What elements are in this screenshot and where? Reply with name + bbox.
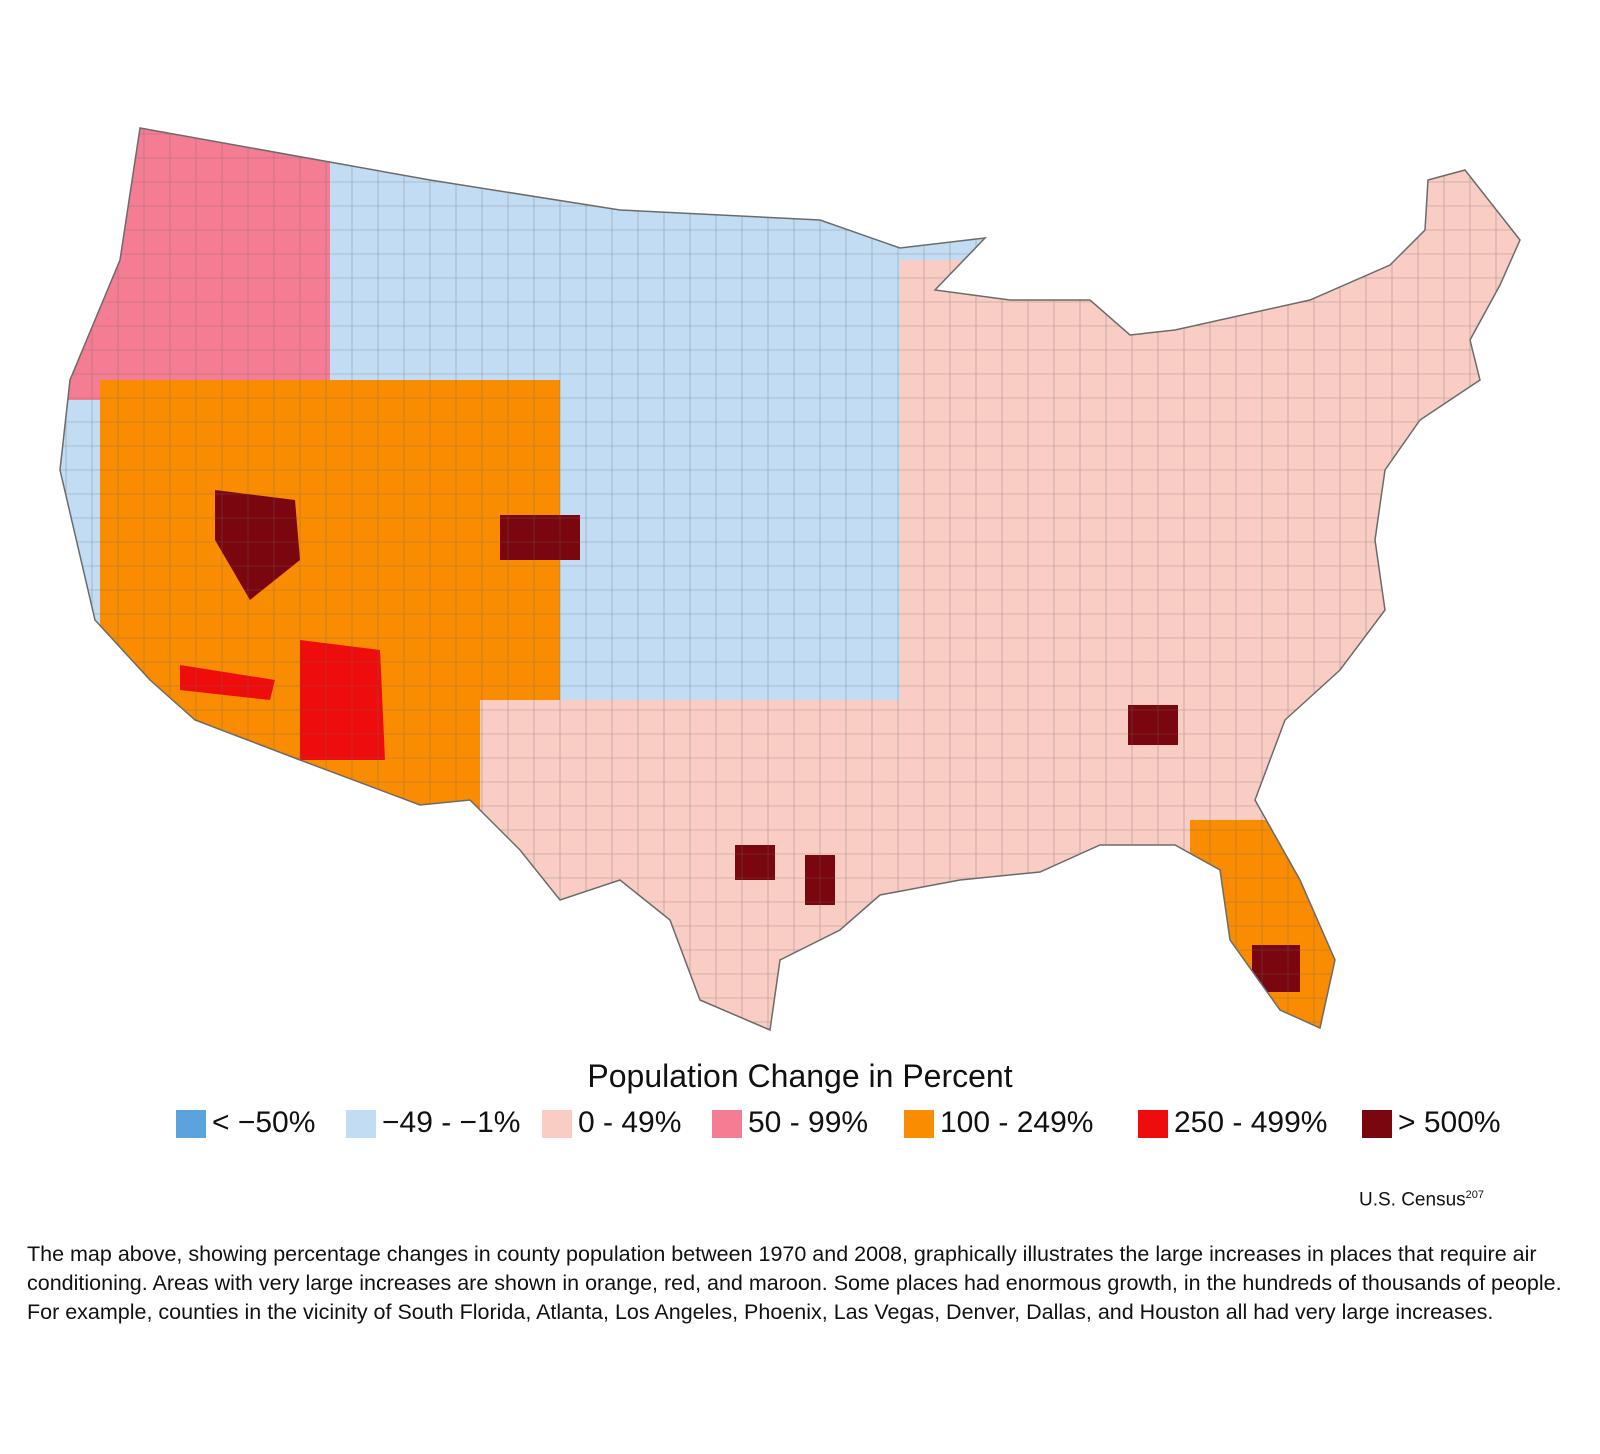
source-credit: U.S. Census207: [1359, 1189, 1484, 1211]
legend-label: 100 - 249%: [940, 1106, 1094, 1139]
legend-swatch: [176, 1110, 206, 1138]
legend-label: > 500%: [1398, 1106, 1501, 1139]
legend-title: Population Change in Percent: [587, 1058, 1013, 1094]
legend-swatch: [1138, 1110, 1168, 1138]
region-pacific-northwest: [60, 128, 330, 400]
region-las-vegas: [215, 490, 300, 600]
country-outline: [59, 127, 1521, 1032]
source-text: U.S. Census: [1358, 1189, 1466, 1211]
us-county-map: [59, 127, 1521, 1032]
region-los-angeles: [180, 665, 275, 700]
region-northeast: [1280, 150, 1520, 560]
legend-label: < −50%: [212, 1106, 316, 1139]
legend-swatch: [1362, 1110, 1392, 1138]
region-phoenix: [300, 640, 385, 760]
region-dallas: [735, 845, 775, 880]
region-florida: [1190, 820, 1360, 1030]
map-svg: [59, 127, 1521, 1032]
caption: The map above, showing percentage change…: [27, 1242, 1562, 1324]
legend-label: 0 - 49%: [578, 1106, 682, 1139]
legend-swatch: [346, 1110, 376, 1138]
region-atlanta: [1128, 705, 1178, 745]
legend-swatch: [904, 1110, 934, 1138]
legend-swatch: [542, 1110, 572, 1138]
legend-swatch: [712, 1110, 742, 1138]
legend-label: 250 - 499%: [1174, 1106, 1328, 1139]
region-south-florida: [1252, 945, 1300, 992]
legend: < −50% −49 - −1% 0 - 49% 50 - 99% 100 - …: [176, 1106, 1536, 1142]
region-midwest: [900, 260, 1280, 560]
legend-label: 50 - 99%: [748, 1106, 869, 1139]
region-denver: [500, 515, 580, 560]
source-footnote: 207: [1465, 1189, 1484, 1201]
legend-label: −49 - −1%: [382, 1106, 521, 1139]
